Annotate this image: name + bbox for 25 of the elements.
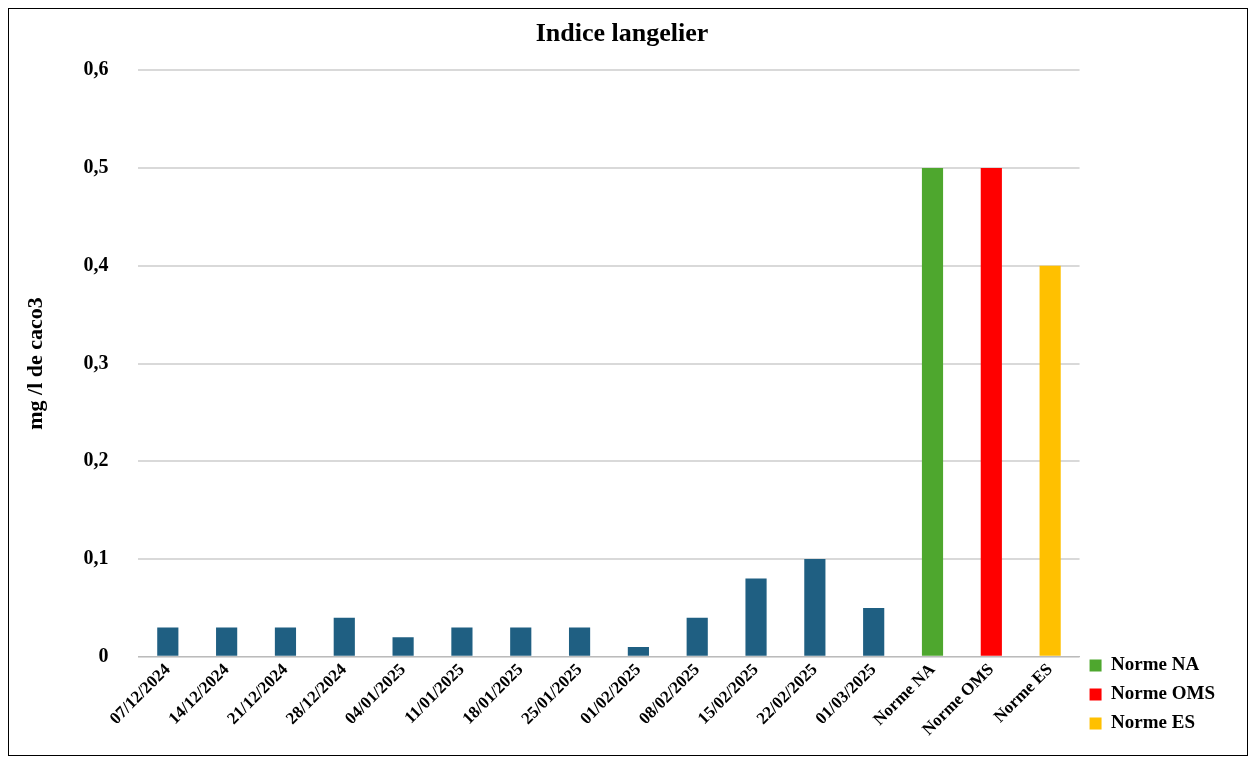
bar — [392, 637, 414, 656]
bar — [510, 627, 532, 656]
bar — [745, 578, 767, 656]
y-tick-label: 0,6 — [83, 57, 109, 80]
bar — [1039, 265, 1061, 656]
y-tick-label: 0 — [98, 643, 109, 666]
y-axis-title: mg /l de caco3 — [21, 297, 47, 430]
y-tick-label: 0,2 — [83, 448, 109, 471]
bar — [627, 647, 649, 656]
y-tick-label: 0,3 — [83, 350, 109, 373]
bar — [980, 167, 1002, 656]
bar — [863, 607, 885, 656]
y-tick-label: 0,5 — [83, 155, 109, 178]
bar — [686, 617, 708, 656]
bar — [333, 617, 355, 656]
y-tick-label: 0,4 — [83, 252, 109, 275]
bar — [157, 627, 179, 656]
bar — [568, 627, 591, 656]
y-tick-label: 0,1 — [83, 546, 109, 569]
bar — [804, 559, 826, 656]
chart-title: Indice langelier — [535, 18, 709, 48]
bar — [216, 627, 238, 656]
bar — [274, 627, 297, 656]
bar — [921, 167, 944, 656]
bar — [451, 627, 473, 656]
